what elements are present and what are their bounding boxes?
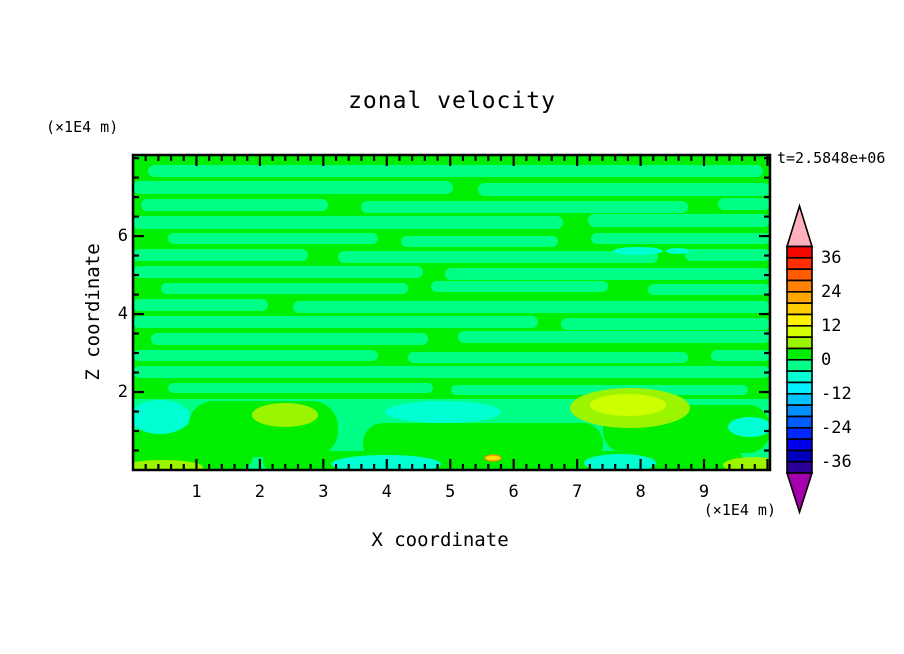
field-patch bbox=[385, 401, 501, 423]
field-stripe bbox=[338, 251, 658, 263]
field-stripe bbox=[648, 284, 770, 295]
field-stripe bbox=[293, 301, 770, 313]
field-stripe bbox=[141, 199, 328, 211]
plot-title: zonal velocity bbox=[348, 88, 556, 114]
field-patch bbox=[252, 403, 318, 427]
colorbar-box bbox=[786, 279, 813, 293]
colorbar-box bbox=[786, 325, 813, 338]
y-tick-label: 6 bbox=[117, 226, 128, 247]
x-tick-label: 7 bbox=[571, 482, 583, 502]
field-stripe bbox=[591, 233, 770, 244]
x-tick-label: 2 bbox=[254, 482, 266, 502]
x-axis-unit-label: (×1E4 m) bbox=[703, 501, 776, 519]
colorbar-top-arrow bbox=[785, 203, 814, 248]
y-axis-unit-label: (×1E4 m) bbox=[46, 118, 119, 136]
colorbar-box bbox=[786, 460, 813, 474]
colorbar-label: 36 bbox=[821, 247, 842, 268]
colorbar-label: -24 bbox=[821, 417, 852, 438]
colorbar-box bbox=[786, 438, 813, 452]
field-patch bbox=[666, 248, 690, 254]
x-tick-label: 6 bbox=[508, 482, 519, 502]
field-stripe bbox=[451, 385, 748, 395]
field-stripe bbox=[408, 352, 688, 363]
field-stripe bbox=[478, 183, 770, 196]
colorbar-label: 12 bbox=[821, 315, 842, 336]
y-tick-label: 4 bbox=[117, 304, 128, 325]
colorbar-box bbox=[786, 370, 813, 384]
colorbar-box bbox=[786, 358, 813, 372]
colorbar-box bbox=[786, 291, 813, 304]
time-annotation: t=2.5848e+06 bbox=[777, 149, 886, 167]
field-stripe bbox=[685, 249, 770, 261]
axis-ticks bbox=[133, 155, 770, 470]
colorbar-box bbox=[786, 415, 813, 429]
field-stripe bbox=[133, 181, 453, 194]
colorbar-box bbox=[786, 404, 813, 418]
colorbar-box bbox=[786, 426, 813, 440]
field-stripe bbox=[151, 333, 428, 345]
field-patch bbox=[590, 394, 666, 416]
field-patch bbox=[133, 400, 190, 434]
field-stripe bbox=[148, 165, 763, 177]
field-stripe bbox=[133, 216, 563, 229]
colorbar-box bbox=[786, 381, 813, 395]
colorbar-box bbox=[786, 257, 813, 270]
field-stripe bbox=[361, 201, 688, 213]
colorbar-label: -36 bbox=[821, 451, 852, 472]
contour-field bbox=[133, 155, 770, 470]
x-axis-title: X coordinate bbox=[371, 529, 509, 551]
x-tick-label: 5 bbox=[445, 482, 456, 502]
field-stripe bbox=[133, 299, 268, 311]
field-stripe bbox=[133, 350, 378, 361]
x-tick-label: 8 bbox=[635, 482, 646, 502]
field-stripe bbox=[133, 316, 538, 328]
field-stripe bbox=[588, 214, 770, 227]
field-green-blob bbox=[133, 425, 253, 470]
field-stripe bbox=[445, 268, 770, 280]
colorbar-box bbox=[786, 392, 813, 406]
field-stripe bbox=[561, 318, 770, 330]
plot-frame bbox=[131, 153, 772, 472]
colorbar-box bbox=[786, 268, 813, 282]
field-patch bbox=[723, 457, 770, 470]
x-tick-label: 4 bbox=[381, 482, 392, 502]
field-stripe bbox=[401, 236, 558, 247]
colorbar-box bbox=[786, 245, 813, 259]
colorbar-box bbox=[786, 302, 813, 316]
field-stripe bbox=[161, 283, 408, 294]
field-patch bbox=[133, 460, 203, 470]
colorbar bbox=[785, 203, 814, 515]
field-stripe bbox=[133, 249, 308, 261]
field-stripe bbox=[133, 266, 423, 278]
field-patch bbox=[728, 417, 770, 437]
colorbar-label: -12 bbox=[821, 383, 852, 404]
field-stripe bbox=[168, 383, 433, 393]
x-tick-label: 9 bbox=[698, 482, 710, 502]
colorbar-box bbox=[786, 336, 813, 350]
y-tick-label: 2 bbox=[117, 382, 128, 403]
colorbar-box bbox=[786, 313, 813, 327]
field-stripe bbox=[711, 350, 770, 361]
field-patch bbox=[484, 454, 502, 462]
field-stripe bbox=[718, 198, 770, 210]
colorbar-label: 24 bbox=[821, 281, 842, 302]
colorbar-box bbox=[786, 449, 813, 463]
x-tick-label: 3 bbox=[318, 482, 329, 502]
colorbar-label: 0 bbox=[821, 349, 832, 370]
field-stripe bbox=[168, 233, 378, 244]
x-tick-label: 1 bbox=[191, 482, 202, 502]
field-patch bbox=[613, 247, 663, 255]
field-stripe bbox=[431, 281, 608, 292]
field-stripe bbox=[133, 366, 770, 378]
colorbar-bottom-arrow bbox=[785, 472, 814, 515]
colorbar-box bbox=[786, 347, 813, 361]
field-stripe bbox=[458, 331, 770, 343]
